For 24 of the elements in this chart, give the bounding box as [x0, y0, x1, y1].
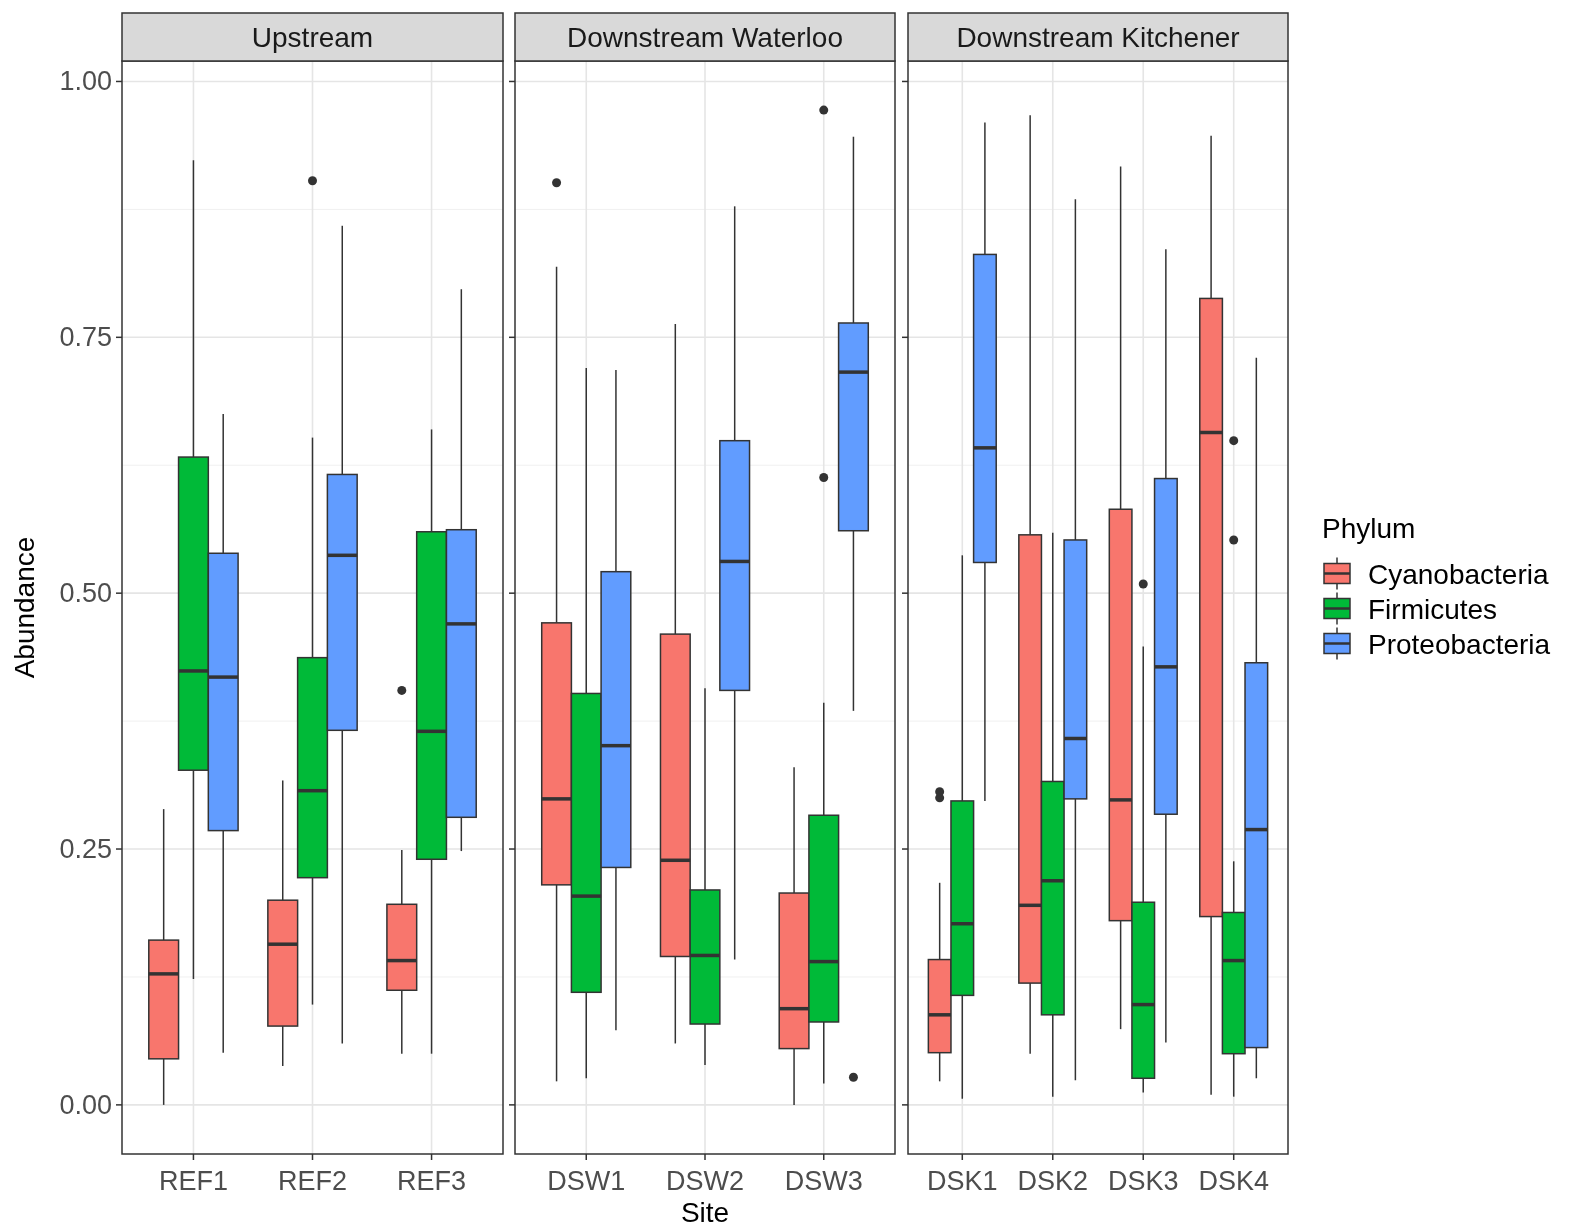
x-tick-label: REF1: [158, 1166, 228, 1196]
y-tick-label: 0.50: [59, 578, 112, 609]
y-tick-label: 1.00: [59, 66, 112, 97]
y-tick-label: 0.00: [59, 1089, 112, 1120]
x-tick-label: DSK4: [1198, 1166, 1269, 1196]
x-tick-label: DSW2: [665, 1166, 745, 1196]
chart-title: Upstream: [251, 22, 374, 53]
x-tick-label: DSK3: [1107, 1166, 1179, 1196]
x-tick-label: REF2: [277, 1166, 348, 1196]
y-tick-label: 0.25: [59, 834, 112, 865]
y-tick-label: 0.75: [59, 322, 112, 353]
x-axis-title: Site: [680, 1197, 730, 1226]
legend-label: Cyanobacteria: [1368, 558, 1549, 590]
chart-title: Downstream Waterloo: [567, 22, 843, 53]
chart-title: Downstream Kitchener: [956, 22, 1240, 53]
x-tick-label: REF3: [397, 1166, 467, 1196]
x-tick-label: DSW1: [547, 1166, 626, 1196]
x-tick-label: DSK2: [1017, 1166, 1089, 1196]
y-axis-title: Abundance: [9, 536, 40, 679]
x-tick-label: DSW3: [784, 1166, 863, 1196]
legend-label: Proteobacteria: [1368, 628, 1551, 660]
x-tick-label: DSK1: [927, 1166, 998, 1196]
legend-title: Phylum: [1322, 512, 1416, 544]
legend-label: Firmicutes: [1368, 593, 1498, 625]
